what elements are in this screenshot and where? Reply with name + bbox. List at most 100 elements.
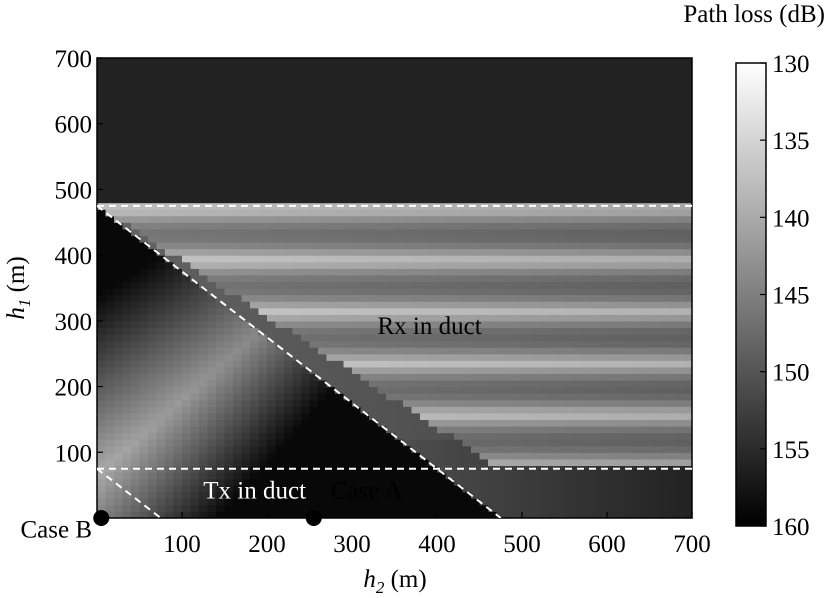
heatmap-cell (530, 360, 540, 368)
heatmap-cell (411, 255, 421, 263)
heatmap-cell (386, 136, 396, 145)
heatmap-cell (683, 432, 692, 440)
heatmap-cell (275, 248, 285, 256)
heatmap-cell (301, 130, 311, 138)
heatmap-cell (641, 445, 651, 453)
heatmap-cell (615, 366, 625, 375)
heatmap-cell (190, 439, 200, 447)
heatmap-cell (479, 393, 489, 401)
heatmap-cell (122, 314, 132, 322)
heatmap-cell (590, 353, 600, 361)
heatmap-cell (250, 268, 260, 276)
heatmap-cell (207, 458, 217, 467)
heatmap-cell (590, 314, 600, 322)
heatmap-cell (343, 104, 353, 112)
heatmap-cell (309, 136, 319, 145)
heatmap-cell (624, 406, 634, 414)
heatmap-cell (224, 150, 234, 158)
heatmap-cell (675, 97, 685, 105)
heatmap-cell (641, 504, 651, 513)
heatmap-cell (658, 215, 668, 223)
heatmap-cell (607, 261, 617, 269)
heatmap-cell (190, 360, 200, 368)
heatmap-cell (530, 255, 540, 263)
heatmap-cell (437, 301, 447, 309)
heatmap-cell (165, 419, 175, 427)
heatmap-cell (309, 84, 319, 92)
heatmap-cell (556, 255, 566, 263)
heatmap-cell (649, 117, 659, 125)
heatmap-cell (165, 222, 175, 230)
heatmap-cell (148, 366, 158, 375)
heatmap-cell (326, 77, 336, 85)
heatmap-cell (156, 268, 166, 276)
heatmap-cell (522, 90, 532, 99)
heatmap-cell (641, 406, 651, 414)
heatmap-cell (462, 104, 472, 112)
heatmap-cell (352, 196, 362, 204)
heatmap-cell (258, 248, 268, 256)
heatmap-cell (505, 235, 515, 243)
heatmap-cell (301, 90, 311, 99)
heatmap-cell (224, 320, 234, 329)
heatmap-cell (250, 314, 260, 322)
heatmap-cell (547, 58, 557, 66)
heatmap-cell (122, 169, 132, 177)
heatmap-cell (411, 123, 421, 131)
heatmap-cell (377, 222, 387, 230)
heatmap-cell (199, 274, 209, 283)
heatmap-cell (556, 274, 566, 283)
heatmap-cell (394, 373, 404, 381)
heatmap-cell (666, 327, 676, 335)
heatmap-cell (615, 90, 625, 99)
heatmap-cell (590, 143, 600, 151)
heatmap-cell (539, 209, 549, 217)
heatmap-cell (224, 235, 234, 243)
heatmap-cell (114, 366, 124, 375)
heatmap-cell (445, 406, 455, 414)
heatmap-cell (326, 380, 336, 388)
heatmap-cell (224, 228, 234, 237)
heatmap-cell (496, 314, 506, 322)
heatmap-cell (573, 169, 583, 177)
heatmap-cell (632, 255, 642, 263)
heatmap-cell (233, 419, 243, 427)
heatmap-cell (284, 248, 294, 256)
heatmap-cell (122, 77, 132, 85)
heatmap-cell (539, 452, 549, 460)
heatmap-cell (666, 235, 676, 243)
heatmap-cell (267, 242, 277, 250)
heatmap-cell (258, 458, 268, 467)
heatmap-cell (649, 58, 659, 66)
heatmap-cell (641, 104, 651, 112)
heatmap-cell (250, 90, 260, 99)
heatmap-cell (573, 439, 583, 447)
heatmap-cell (632, 182, 642, 191)
heatmap-cell (267, 452, 277, 460)
heatmap-cell (428, 255, 438, 263)
heatmap-cell (462, 235, 472, 243)
heatmap-cell (564, 498, 574, 506)
heatmap-cell (258, 360, 268, 368)
heatmap-cell (522, 202, 532, 210)
heatmap-cell (241, 478, 251, 486)
heatmap-cell (292, 366, 302, 375)
heatmap-cell (513, 445, 523, 453)
heatmap-cell (318, 465, 328, 473)
heatmap-cell (496, 176, 506, 184)
heatmap-cell (581, 90, 591, 99)
heatmap-cell (530, 386, 540, 394)
heatmap-cell (301, 248, 311, 256)
heatmap-cell (258, 485, 268, 493)
heatmap-cell (539, 215, 549, 223)
heatmap-cell (352, 485, 362, 493)
heatmap-cell (377, 498, 387, 506)
heatmap-cell (318, 130, 328, 138)
heatmap-cell (403, 426, 413, 434)
heatmap-cell (522, 228, 532, 237)
heatmap-cell (258, 353, 268, 361)
heatmap-cell (445, 504, 455, 513)
heatmap-cell (462, 222, 472, 230)
heatmap-cell (139, 288, 149, 296)
heatmap-cell (479, 327, 489, 335)
